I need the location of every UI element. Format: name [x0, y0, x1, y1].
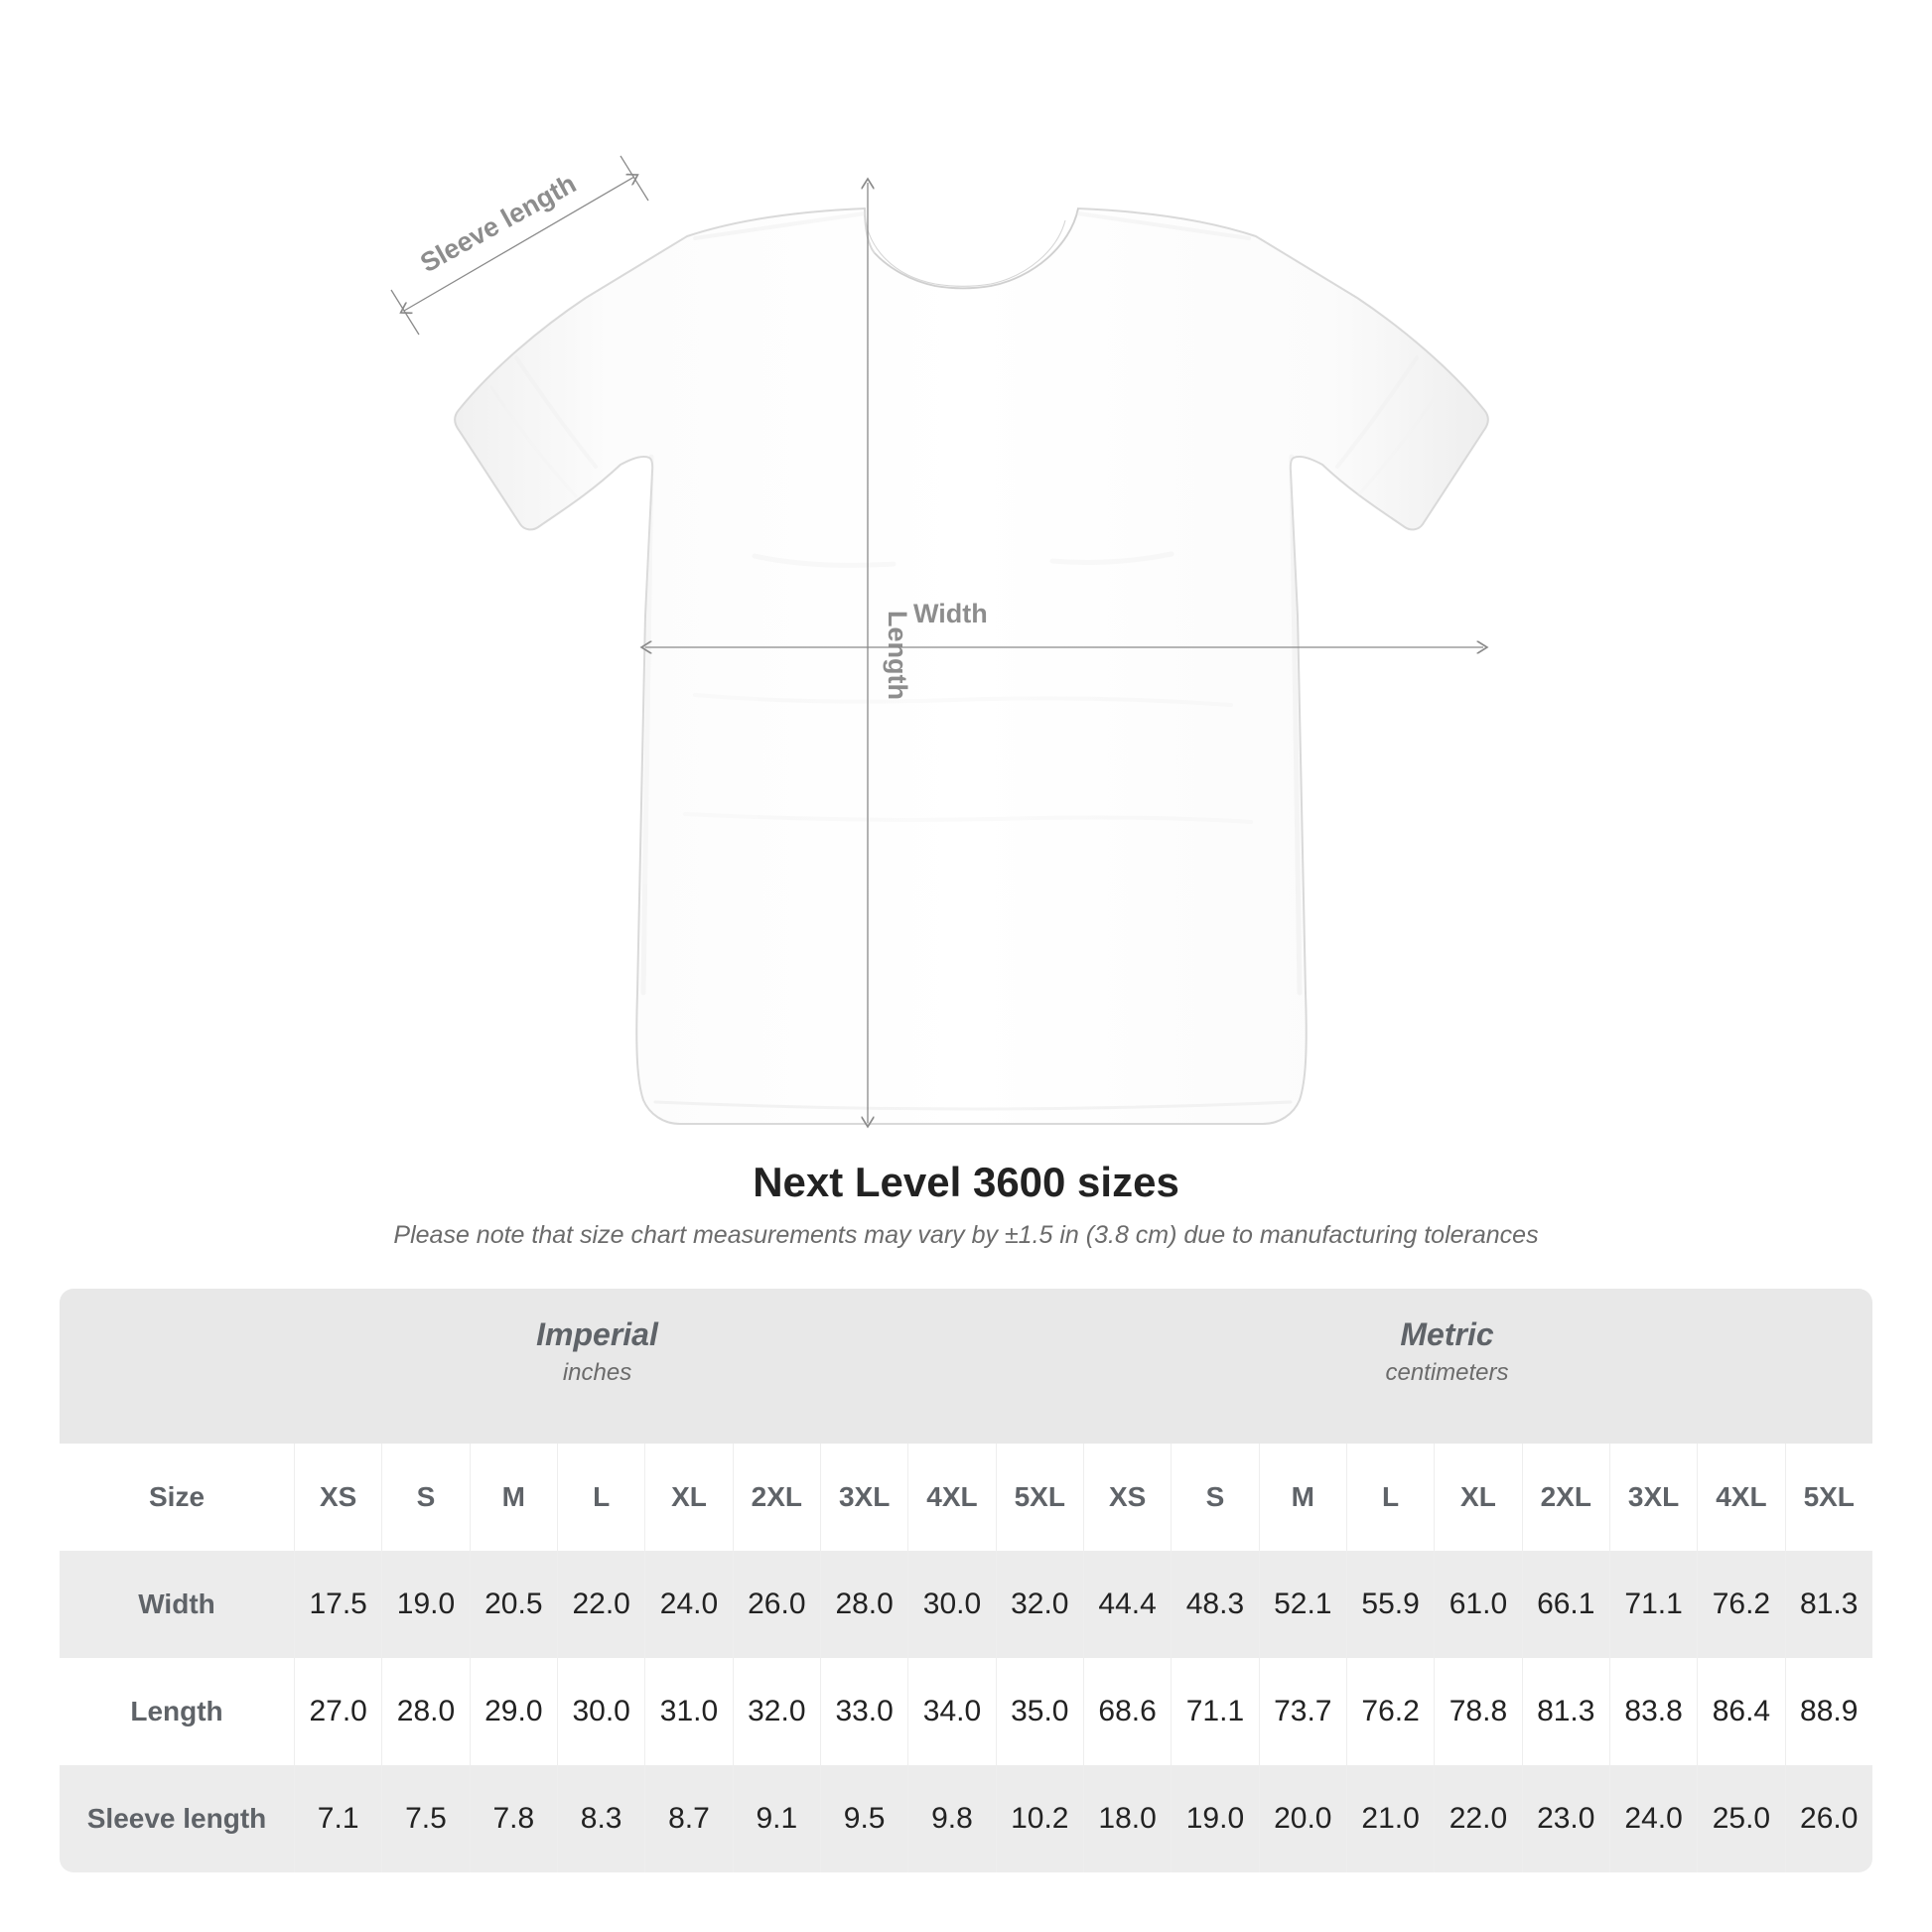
- svg-text:Sleeve length: Sleeve length: [415, 169, 581, 279]
- svg-text:Width: Width: [913, 599, 988, 628]
- svg-text:Length: Length: [883, 611, 912, 700]
